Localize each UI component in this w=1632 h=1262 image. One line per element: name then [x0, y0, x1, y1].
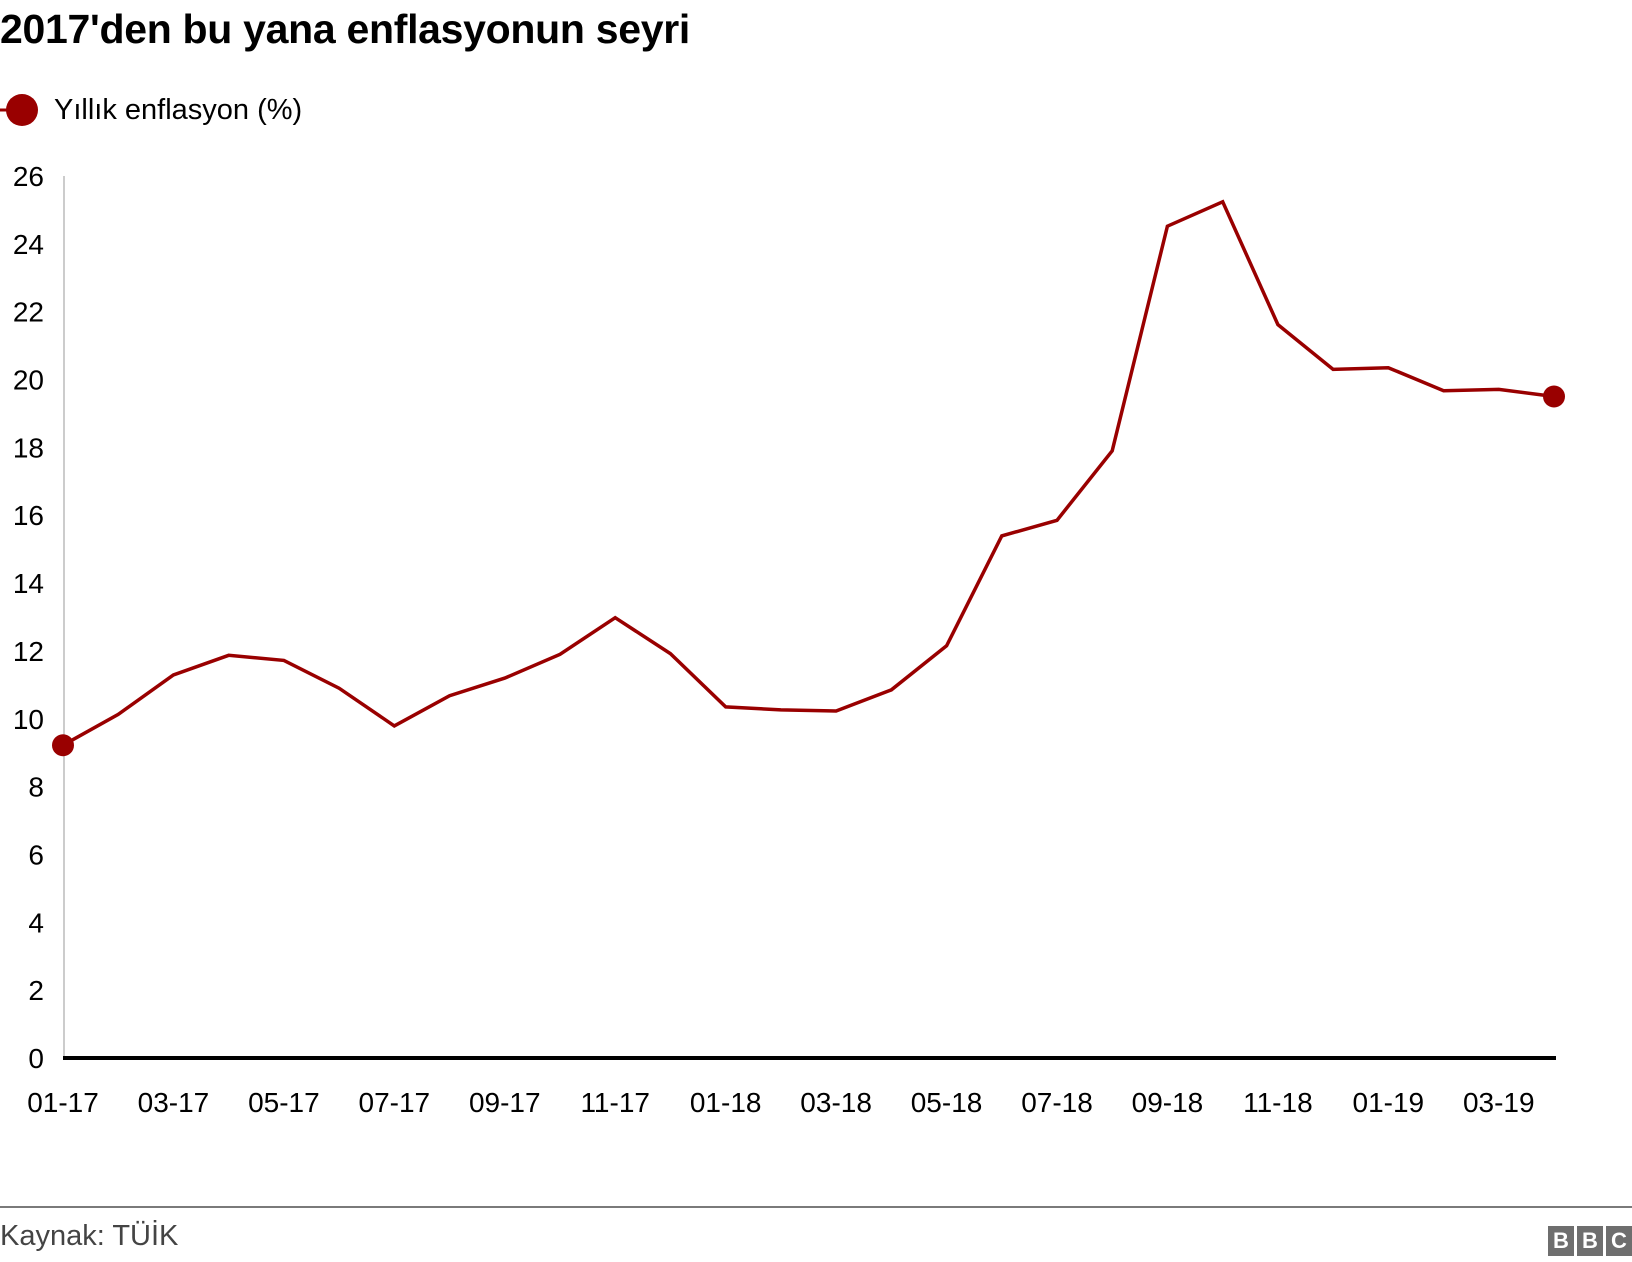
legend: Yıllık enflasyon (%) — [0, 90, 302, 130]
y-tick-label: 18 — [13, 432, 44, 463]
data-point-marker — [1543, 385, 1565, 408]
bbc-logo: B B C — [1548, 1226, 1632, 1256]
footer-divider — [0, 1206, 1632, 1208]
y-tick-label: 6 — [28, 839, 44, 870]
x-tick-label: 05-18 — [911, 1087, 983, 1118]
x-tick-label: 01-18 — [690, 1087, 762, 1118]
legend-label: Yıllık enflasyon (%) — [54, 93, 303, 126]
x-tick-label: 09-18 — [1132, 1087, 1204, 1118]
y-tick-label: 26 — [13, 161, 44, 192]
x-tick-label: 05-17 — [248, 1087, 320, 1118]
x-tick-label: 03-17 — [138, 1087, 210, 1118]
x-tick-label: 07-18 — [1021, 1087, 1093, 1118]
x-axis: 01-17 03-17 05-17 07-17 09-17 11-17 01-18 03-18… — [27, 1056, 1556, 1118]
inflation-line — [62, 199, 1555, 747]
x-tick-label: 03-18 — [800, 1087, 872, 1118]
y-tick-label: 12 — [13, 636, 44, 667]
x-tick-label: 09-17 — [469, 1087, 541, 1118]
bbc-logo-letter: B — [1577, 1226, 1603, 1256]
y-tick-label: 0 — [28, 1043, 44, 1074]
x-tick-label: 03-19 — [1463, 1087, 1535, 1118]
bbc-logo-letter: C — [1606, 1226, 1632, 1256]
data-point-marker — [52, 734, 74, 757]
y-tick-label: 8 — [28, 772, 44, 803]
y-tick-label: 4 — [28, 907, 44, 938]
y-tick-label: 16 — [13, 500, 44, 531]
series-inflation — [52, 199, 1565, 757]
legend-line-marker-icon — [0, 90, 40, 130]
x-tick-label: 07-17 — [359, 1087, 431, 1118]
y-tick-label: 2 — [28, 975, 44, 1006]
x-tick-label: 11-18 — [1243, 1087, 1313, 1118]
chart-title: 2017'den bu yana enflasyonun seyri — [0, 6, 690, 52]
source-note: Kaynak: TÜİK — [0, 1220, 179, 1252]
x-tick-label: 01-19 — [1353, 1087, 1425, 1118]
y-tick-label: 10 — [13, 704, 44, 735]
y-tick-label: 20 — [13, 365, 44, 396]
x-tick-label: 11-17 — [580, 1087, 650, 1118]
y-tick-label: 24 — [13, 229, 44, 260]
x-tick-label: 01-17 — [27, 1087, 99, 1118]
y-tick-label: 22 — [13, 297, 44, 328]
bbc-logo-letter: B — [1548, 1226, 1574, 1256]
y-tick-label: 14 — [13, 568, 44, 599]
